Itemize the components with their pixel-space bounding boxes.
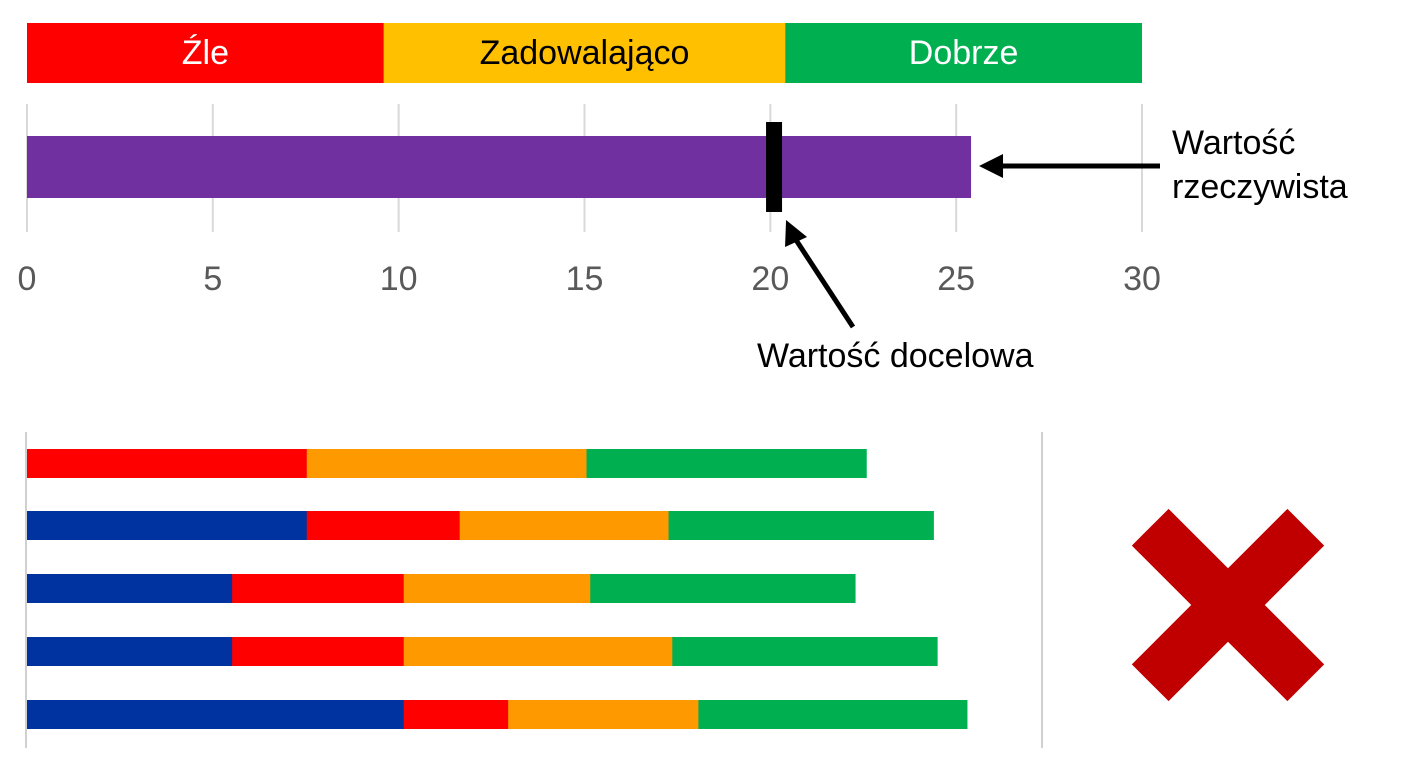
bar-segment xyxy=(27,449,308,478)
bar-segment xyxy=(698,700,968,729)
actual-value-label-line1: Wartość xyxy=(1172,124,1295,162)
bar-segment xyxy=(27,511,308,540)
bar-segment xyxy=(672,637,938,666)
bar-segment xyxy=(27,574,233,603)
x-axis-tick-labels: 0 5 10 15 20 25 30 xyxy=(18,260,1161,298)
bar-segment xyxy=(27,637,233,666)
x-tick-label: 25 xyxy=(937,260,975,298)
cross-stroke xyxy=(1131,508,1325,702)
annotation-arrows xyxy=(785,154,1160,329)
target-arrow-head xyxy=(785,220,808,247)
stacked-bars xyxy=(27,449,968,729)
stacked-bar-chart xyxy=(25,432,1325,748)
bar-segment xyxy=(403,574,591,603)
band-segment xyxy=(27,23,384,83)
band-segment xyxy=(785,23,1142,83)
actual-value-label-line2: rzeczywista xyxy=(1172,168,1348,206)
annotations: Wartość rzeczywista Wartość docelowa xyxy=(757,124,1348,375)
bullet-chart: Źle Zadowalająco Dobrze 0 5 10 15 20 25 30 Warto… xyxy=(18,23,1348,375)
cross-icon xyxy=(1131,508,1325,702)
x-tick-label: 30 xyxy=(1123,260,1161,298)
x-tick-label: 20 xyxy=(751,260,789,298)
bar-segment xyxy=(586,449,867,478)
band-label: Źle xyxy=(182,34,229,72)
x-tick-label: 5 xyxy=(203,260,222,298)
bar-segment xyxy=(27,700,405,729)
bar-segment xyxy=(403,637,673,666)
bar-segment xyxy=(306,511,461,540)
bar-segment xyxy=(590,574,856,603)
actual-value-bar xyxy=(27,136,972,198)
bar-segment xyxy=(459,511,670,540)
bar-segment xyxy=(508,700,699,729)
bar-segment xyxy=(306,449,587,478)
bar-layer xyxy=(27,122,972,212)
band-label: Zadowalająco xyxy=(480,34,690,72)
bar-segment xyxy=(403,700,509,729)
x-tick-label: 0 xyxy=(18,260,37,298)
target-value-label: Wartość docelowa xyxy=(757,337,1034,375)
bar-segment xyxy=(232,574,405,603)
target-arrow-shaft xyxy=(793,238,856,329)
band-label: Dobrze xyxy=(909,34,1019,72)
x-tick-label: 10 xyxy=(380,260,418,298)
x-tick-label: 15 xyxy=(566,260,604,298)
bar-segment xyxy=(668,511,934,540)
band-segment xyxy=(383,23,786,83)
target-value-marker xyxy=(766,122,783,212)
bar-segment xyxy=(232,637,405,666)
qualitative-bands: Źle Zadowalająco Dobrze xyxy=(27,23,1142,83)
actual-arrow-head xyxy=(979,154,1004,178)
